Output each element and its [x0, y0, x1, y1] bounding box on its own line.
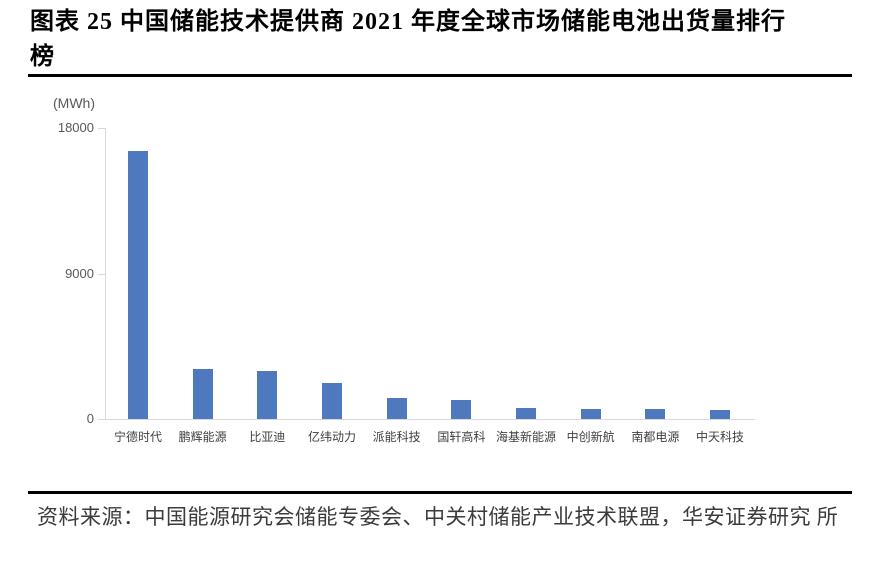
- category-label: 鹏辉能源: [178, 430, 227, 444]
- bar: [710, 409, 731, 419]
- category-label: 比亚迪: [249, 430, 286, 444]
- bottom-divider-rule: [28, 491, 852, 494]
- category-label: 南都电源: [631, 430, 680, 444]
- y-tick-label: 18000: [57, 120, 94, 135]
- bar: [128, 150, 148, 419]
- category-label: 宁德时代: [113, 430, 162, 444]
- category-label: 海基新能源: [496, 430, 557, 444]
- y-tick-mark: [98, 419, 105, 420]
- y-tick-label: 9000: [65, 265, 94, 281]
- source-note-line-1: 资料来源：中国能源研究会储能专委会、中关村储能产业技术联盟，华安证券研究: [37, 505, 811, 529]
- y-tick-mark: [98, 128, 105, 129]
- bar: [451, 399, 472, 419]
- plot-area: [105, 128, 755, 419]
- category-label: 中创新航: [566, 430, 615, 444]
- bar: [645, 409, 666, 419]
- bar: [192, 368, 213, 419]
- bar: [516, 408, 537, 419]
- y-axis-unit-label: (MWh): [53, 95, 95, 111]
- bar: [257, 370, 278, 419]
- category-label: 派能科技: [372, 430, 421, 444]
- source-note: 资料来源：中国能源研究会储能专委会、中关村储能产业技术联盟，华安证券研究 所: [37, 496, 849, 539]
- figure-title: 图表 25 中国储能技术提供商 2021 年度全球市场储能电池出货量排行 榜: [30, 5, 842, 75]
- category-label: 国轩高科: [437, 430, 486, 444]
- figure-title-line-2: 榜: [30, 44, 55, 70]
- category-label: 中天科技: [696, 430, 745, 444]
- y-tick-mark: [98, 273, 105, 275]
- x-axis-line: [105, 419, 755, 420]
- bar-chart: (MWh) 18000 9000 0 宁德时代 鹏辉能源 比亚迪 亿纬动力 派能科技 国轩高科…: [0, 90, 883, 485]
- source-note-line-2: 所: [816, 505, 839, 529]
- bar: [580, 409, 601, 419]
- bar: [322, 383, 342, 419]
- figure-title-line-1: 图表 25 中国储能技术提供商 2021 年度全球市场储能电池出货量排行: [30, 9, 786, 35]
- top-divider-rule: [28, 74, 852, 77]
- bar: [386, 398, 407, 419]
- y-axis-line: [105, 128, 106, 420]
- y-tick-label: 0: [86, 411, 94, 426]
- category-label: 亿纬动力: [307, 430, 356, 444]
